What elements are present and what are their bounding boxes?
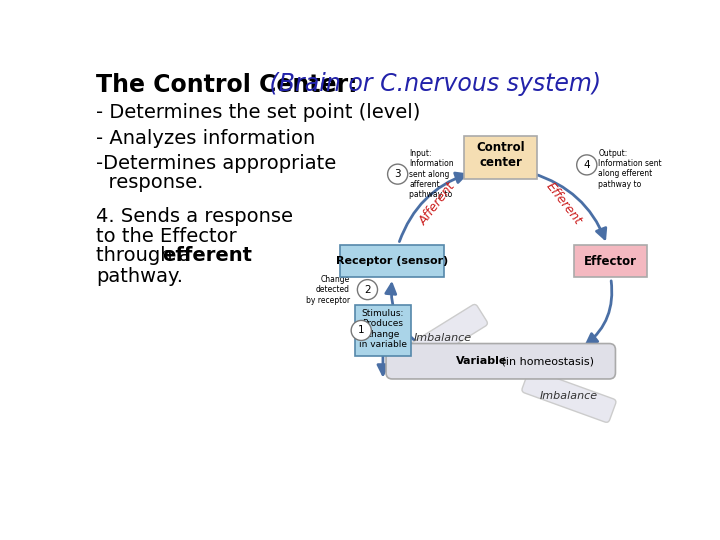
Text: Imbalance: Imbalance bbox=[413, 333, 472, 343]
Text: to the Effector: to the Effector bbox=[96, 226, 237, 246]
Circle shape bbox=[577, 155, 597, 175]
Circle shape bbox=[357, 280, 377, 300]
Text: Imbalance: Imbalance bbox=[540, 391, 598, 401]
Text: Afferent: Afferent bbox=[416, 179, 458, 227]
Text: 1: 1 bbox=[358, 326, 364, 335]
Text: (in homeostasis): (in homeostasis) bbox=[498, 356, 595, 366]
FancyBboxPatch shape bbox=[398, 305, 487, 372]
Circle shape bbox=[351, 320, 372, 340]
FancyBboxPatch shape bbox=[522, 369, 616, 422]
Text: Control
center: Control center bbox=[477, 141, 525, 169]
Text: 3: 3 bbox=[395, 169, 401, 179]
Text: 2: 2 bbox=[364, 285, 371, 295]
Text: 4: 4 bbox=[583, 160, 590, 170]
Text: Receptor (sensor): Receptor (sensor) bbox=[336, 256, 449, 266]
Text: Efferent: Efferent bbox=[544, 180, 585, 227]
Circle shape bbox=[387, 164, 408, 184]
FancyBboxPatch shape bbox=[575, 245, 647, 278]
FancyBboxPatch shape bbox=[341, 245, 444, 278]
Text: - Determines the set point (level): - Determines the set point (level) bbox=[96, 103, 420, 122]
Text: Output:
Information sent
along efferent
pathway to: Output: Information sent along efferent … bbox=[598, 148, 662, 189]
Text: through a: through a bbox=[96, 246, 197, 265]
Text: response.: response. bbox=[96, 173, 204, 192]
Text: Effector: Effector bbox=[585, 255, 637, 268]
FancyBboxPatch shape bbox=[355, 305, 411, 356]
Text: (Brain or C.nervous system): (Brain or C.nervous system) bbox=[262, 72, 601, 97]
Text: Stimulus:
Produces
change
in variable: Stimulus: Produces change in variable bbox=[359, 309, 407, 349]
Text: pathway.: pathway. bbox=[96, 267, 183, 286]
Text: -Determines appropriate: -Determines appropriate bbox=[96, 154, 336, 173]
Text: Change
detected
by receptor: Change detected by receptor bbox=[305, 275, 350, 305]
Text: efferent: efferent bbox=[162, 246, 252, 265]
Text: Variable: Variable bbox=[456, 356, 507, 366]
Text: The Control Center:: The Control Center: bbox=[96, 72, 358, 97]
Text: - Analyzes information: - Analyzes information bbox=[96, 129, 315, 148]
Text: 4. Sends a response: 4. Sends a response bbox=[96, 207, 293, 226]
FancyBboxPatch shape bbox=[464, 136, 537, 179]
Text: Input:
Information
sent along
afferent
pathway to: Input: Information sent along afferent p… bbox=[409, 149, 454, 199]
FancyBboxPatch shape bbox=[386, 343, 616, 379]
